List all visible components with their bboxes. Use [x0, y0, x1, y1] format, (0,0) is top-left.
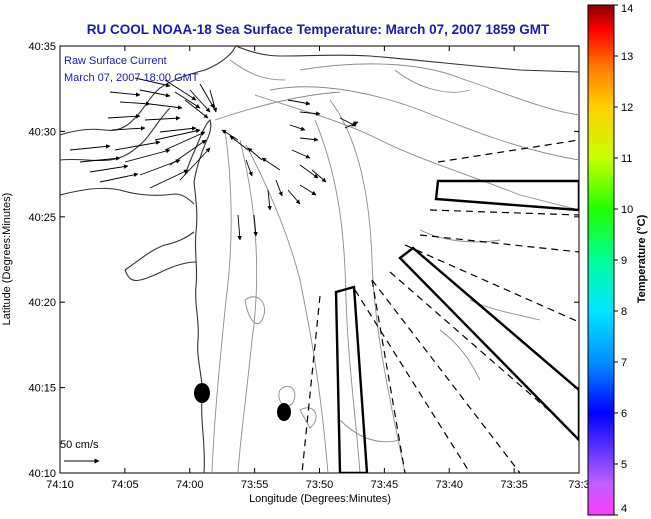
scale-label: 50 cm/s	[60, 439, 99, 451]
annotation-line-1: Raw Surface Current	[64, 55, 167, 67]
colorbar-tick-label: 11	[621, 153, 632, 165]
y-axis-label: Latitude (Degrees:Minutes)	[1, 193, 13, 326]
x-tick-label: 73:55	[241, 479, 269, 491]
x-tick-label: 73:45	[371, 479, 399, 491]
x-tick-label: 73:35	[500, 479, 528, 491]
colorbar-ticks: 14 13 12 11 10 9 8 7 6 5 4	[614, 3, 633, 516]
colorbar-tick-label: 12	[621, 102, 633, 114]
map-content	[60, 46, 579, 473]
buoy-marker	[277, 403, 291, 421]
colorbar-label: Temperature (°C)	[636, 214, 648, 303]
colorbar-tick-label: 14	[621, 3, 633, 15]
annotation-line-2: March 07, 2007 18:00 GMT	[64, 72, 199, 84]
colorbar-tick-label: 9	[621, 255, 627, 267]
x-tick-label: 74:00	[176, 479, 204, 491]
colorbar-tick-label: 10	[621, 204, 633, 216]
buoy-marker	[194, 383, 210, 403]
map-title: RU COOL NOAA-18 Sea Surface Temperature:…	[86, 22, 550, 37]
colorbar-tick-label: 6	[621, 408, 627, 420]
y-tick-label: 40:10	[28, 468, 56, 480]
x-tick-label: 74:10	[46, 479, 74, 491]
colorbar-tick-label: 4	[621, 503, 627, 515]
surface-current-vectors	[69, 77, 359, 241]
y-tick-label: 40:35	[28, 41, 56, 53]
colorbar	[587, 4, 615, 516]
colorbar-tick-label: 5	[621, 459, 627, 471]
x-tick-label: 73:3	[568, 479, 589, 491]
y-tick-label: 40:15	[28, 383, 56, 395]
y-tick-label: 40:25	[28, 212, 56, 224]
y-axis-ticks: 40:35 40:30 40:25 40:20 40:15 40:10	[28, 41, 579, 480]
colorbar-tick-label: 7	[621, 357, 627, 369]
plot-frame	[59, 45, 580, 474]
x-tick-label: 73:40	[435, 479, 463, 491]
x-tick-label: 73:50	[306, 479, 334, 491]
x-axis-label: Longitude (Degrees:Minutes)	[249, 493, 391, 505]
colorbar-tick-label: 8	[621, 306, 627, 318]
x-axis-ticks: 74:10 74:05 74:00 73:55 73:50 73:45 73:40 73:35…	[46, 46, 590, 491]
y-tick-label: 40:30	[28, 126, 56, 138]
channel-outlines	[334, 179, 579, 473]
dashed-transects	[301, 139, 579, 473]
x-tick-label: 74:05	[111, 479, 139, 491]
colorbar-tick-label: 13	[621, 51, 633, 63]
y-tick-label: 40:20	[28, 297, 56, 309]
